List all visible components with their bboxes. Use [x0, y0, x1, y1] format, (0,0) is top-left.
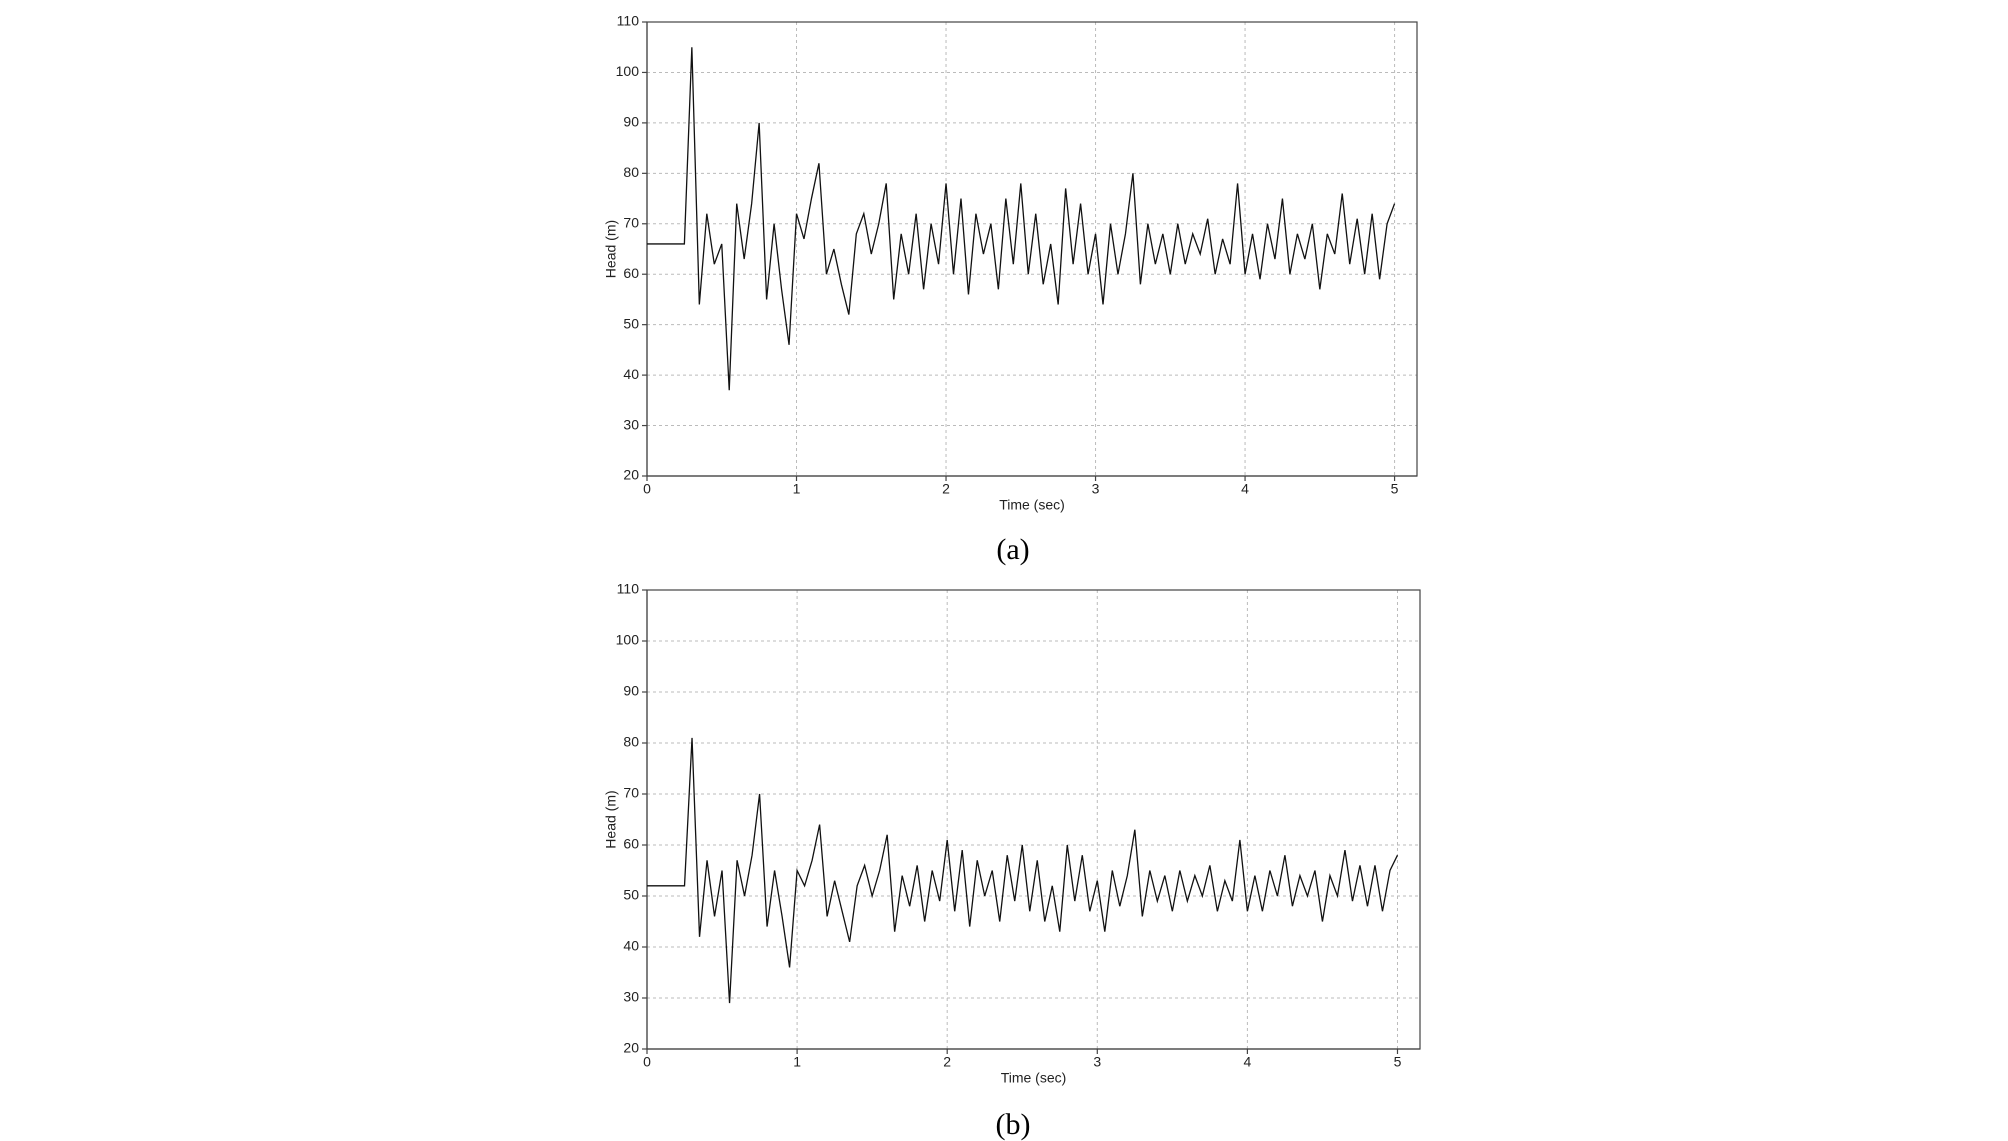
data-line — [647, 737, 1399, 1004]
x-axis-label: Time (sec) — [1001, 1070, 1067, 1086]
caption: (a) — [996, 533, 1029, 566]
x-axis-label: Time (sec) — [999, 497, 1065, 513]
y-tick-label: 60 — [623, 265, 639, 281]
y-axis-label: Head (m) — [603, 220, 619, 278]
x-tick-label: 0 — [643, 1054, 651, 1070]
caption: (b) — [996, 1108, 1031, 1141]
y-tick-label: 30 — [623, 989, 639, 1005]
y-tick-label: 100 — [616, 63, 640, 79]
y-tick-label: 80 — [623, 164, 639, 180]
y-tick-label: 80 — [623, 734, 639, 750]
y-axis-label: Head (m) — [603, 790, 619, 848]
y-tick-label: 40 — [623, 366, 639, 382]
data-line — [647, 47, 1396, 391]
y-tick-label: 40 — [623, 938, 639, 954]
y-tick-label: 50 — [623, 887, 639, 903]
y-tick-label: 30 — [623, 416, 639, 432]
x-tick-label: 4 — [1241, 481, 1249, 497]
y-tick-label: 20 — [623, 1040, 639, 1056]
x-tick-label: 2 — [942, 481, 950, 497]
y-tick-label: 20 — [623, 467, 639, 483]
y-tick-label: 110 — [617, 581, 640, 597]
plot-frame — [646, 589, 1421, 1050]
x-tick-label: 3 — [1093, 1054, 1101, 1070]
y-tick-label: 100 — [616, 632, 640, 648]
x-tick-label: 1 — [793, 481, 801, 497]
x-tick-label: 4 — [1243, 1054, 1251, 1070]
y-tick-label: 70 — [623, 214, 639, 230]
y-tick-label: 70 — [623, 785, 639, 801]
x-tick-label: 1 — [793, 1054, 801, 1070]
y-tick-label: 50 — [623, 315, 639, 331]
y-tick-label: 90 — [623, 683, 639, 699]
y-tick-label: 90 — [623, 114, 639, 130]
x-tick-label: 2 — [943, 1054, 951, 1070]
x-tick-label: 3 — [1092, 481, 1100, 497]
x-tick-label: 0 — [643, 481, 651, 497]
x-tick-label: 5 — [1394, 1054, 1402, 1070]
y-tick-label: 60 — [623, 836, 639, 852]
x-tick-label: 5 — [1391, 481, 1399, 497]
y-tick-label: 110 — [617, 13, 640, 29]
